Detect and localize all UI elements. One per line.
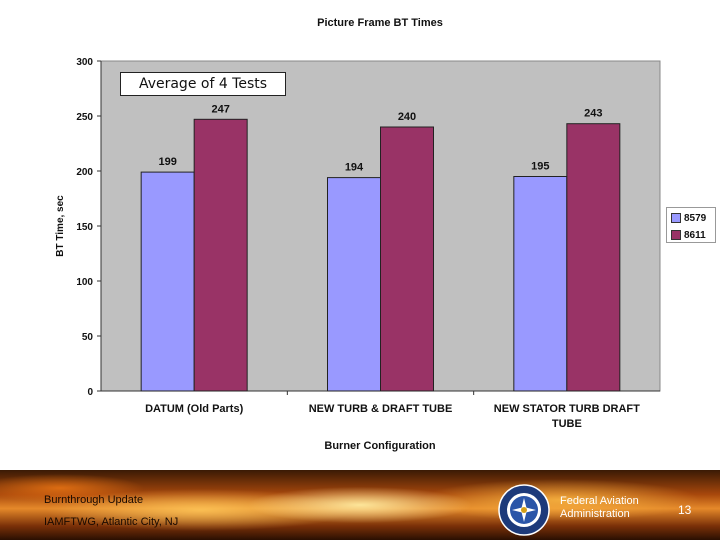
y-tick-label: 300 (76, 57, 93, 68)
bar-value-label: 194 (345, 162, 364, 174)
chart-annotation: Average of 4 Tests (120, 72, 286, 96)
legend-label: 8611 (684, 229, 706, 241)
bar-8579 (140, 171, 195, 392)
y-axis-label: BT Time, sec (55, 195, 66, 257)
legend-entry: 8579 (671, 211, 715, 225)
page-number: 13 (678, 503, 692, 517)
y-tick-label: 50 (82, 332, 94, 343)
presentation-subtitle: IAMFTWG, Atlantic City, NJ (44, 516, 179, 528)
presentation-title: Burnthrough Update (44, 494, 144, 506)
legend-entry: 8611 (671, 228, 715, 242)
bar-8611 (380, 126, 434, 392)
bar-8579 (513, 176, 568, 392)
bar-8579 (327, 177, 381, 392)
y-tick-label: 100 (76, 277, 93, 288)
chart-legend: 8579 8611 (666, 207, 716, 243)
chart-title: Picture Frame BT Times (317, 17, 443, 29)
x-tick-label: NEW TURB & DRAFT TUBE (309, 403, 453, 415)
faa-seal-icon (498, 484, 550, 536)
y-tick-label: 250 (76, 112, 93, 123)
x-tick-label: DATUM (Old Parts) (145, 403, 244, 415)
agency-name: Federal Aviation Administration (560, 495, 639, 521)
bar-value-label: 240 (398, 111, 416, 123)
legend-swatch-icon (671, 213, 681, 223)
footer-banner: Burnthrough Update IAMFTWG, Atlantic Cit… (0, 470, 720, 540)
x-tick-label: NEW STATOR TURB DRAFT (494, 403, 640, 415)
x-axis-label: Burner Configuration (324, 440, 435, 452)
y-tick-label: 150 (76, 222, 93, 233)
bar-chart: Picture Frame BT Times 0 50 100 150 200 250 300… (55, 17, 661, 452)
y-tick-label: 0 (87, 387, 93, 398)
y-tick-label: 200 (76, 167, 93, 178)
x-tick-label: TUBE (552, 418, 582, 430)
bar-value-label: 199 (158, 156, 176, 168)
legend-label: 8579 (684, 212, 707, 224)
bar-8611 (566, 123, 621, 392)
agency-name-line1: Federal Aviation (560, 495, 639, 507)
bar-value-label: 243 (584, 108, 602, 120)
agency-name-line2: Administration (560, 508, 630, 520)
bar-value-label: 195 (531, 161, 549, 173)
bar-8611 (193, 118, 248, 392)
bar-value-label: 247 (211, 103, 229, 115)
legend-swatch-icon (671, 230, 681, 240)
chart-area: Picture Frame BT Times 0 50 100 150 200 250 300… (55, 17, 661, 452)
